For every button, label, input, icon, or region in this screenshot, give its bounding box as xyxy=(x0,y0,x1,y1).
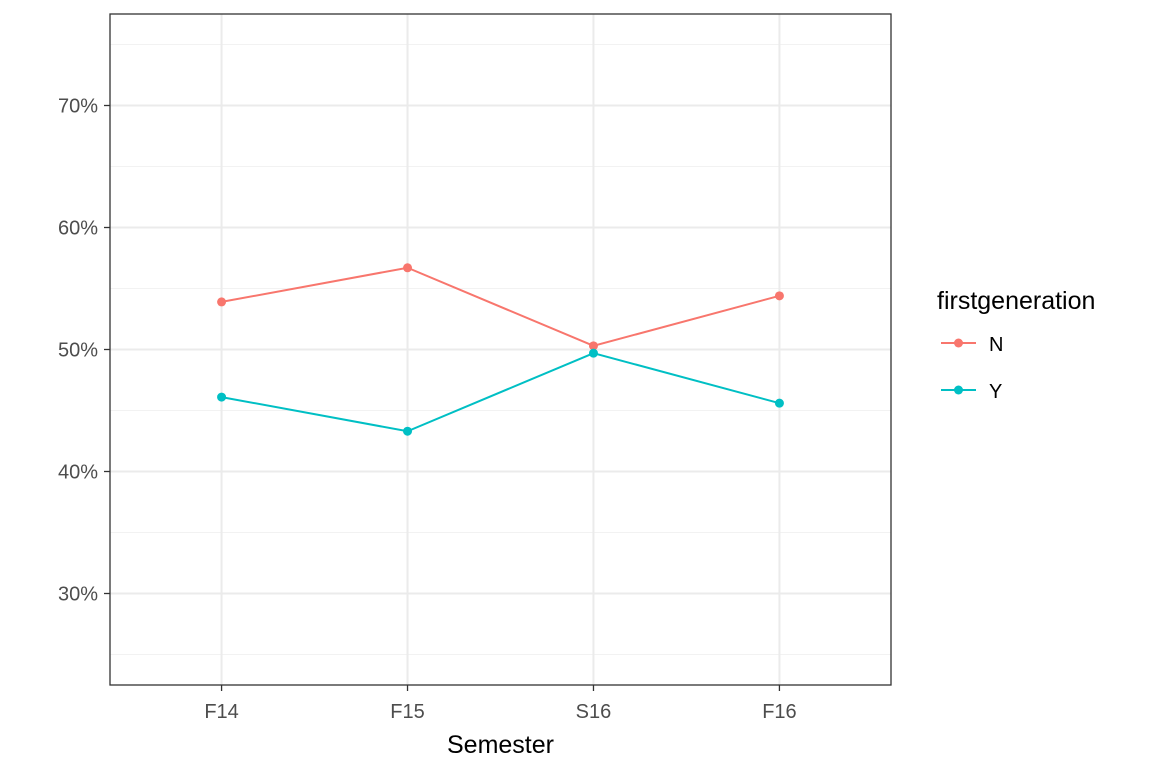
legend-item-n: N xyxy=(941,334,1003,356)
series-line-n xyxy=(221,266,780,347)
legend-title: firstgeneration xyxy=(937,287,1095,315)
y-tick-label: 40% xyxy=(58,462,98,484)
series-line-y xyxy=(221,352,780,433)
y-tick-label: 70% xyxy=(58,96,98,118)
x-tick-label: F16 xyxy=(762,701,796,723)
minor-gridlines xyxy=(110,44,891,655)
x-axis: F14 F15 S16 F16 xyxy=(204,685,797,723)
x-tick-label: F14 xyxy=(204,701,238,723)
y-axis: 30% 40% 50% 60% 70% xyxy=(58,96,110,606)
legend-key-point xyxy=(954,338,963,348)
y-tick-label: 50% xyxy=(58,340,98,362)
data-point-n xyxy=(217,297,227,307)
x-tick-label: F15 xyxy=(390,701,424,723)
legend-item-y: Y xyxy=(941,381,1002,403)
data-point-y xyxy=(403,426,413,436)
data-point-y xyxy=(588,348,598,358)
data-point-n xyxy=(774,291,784,301)
legend-items: NY xyxy=(941,334,1003,403)
data-point-n xyxy=(588,341,598,351)
x-tick-label: S16 xyxy=(576,701,612,723)
series-y xyxy=(217,348,784,436)
data-point-y xyxy=(217,392,227,402)
y-tick-label: 60% xyxy=(58,218,98,240)
x-axis-title: Semester xyxy=(447,731,554,759)
data-point-y xyxy=(774,398,784,408)
series-n xyxy=(217,263,784,351)
legend-key-point xyxy=(954,385,963,395)
y-tick-label: 30% xyxy=(58,584,98,606)
major-gridlines xyxy=(110,14,891,685)
legend-label: Y xyxy=(989,381,1002,403)
series-layer xyxy=(217,263,784,436)
legend-label: N xyxy=(989,334,1003,356)
data-point-n xyxy=(403,263,413,273)
legend: firstgeneration NY xyxy=(937,287,1095,403)
